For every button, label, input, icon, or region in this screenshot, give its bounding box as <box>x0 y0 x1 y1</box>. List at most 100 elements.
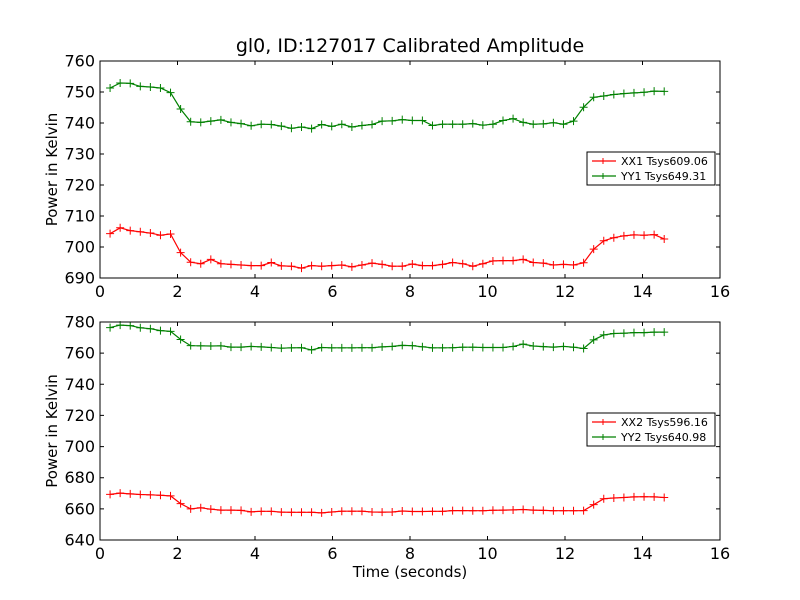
figure-title: gl0, ID:127017 Calibrated Amplitude <box>236 35 584 57</box>
bottom-series-yy2 <box>106 321 669 354</box>
data-point-marker <box>488 506 497 515</box>
data-point-marker <box>317 343 326 352</box>
x-tick-label: 6 <box>327 544 337 563</box>
x-tick-label: 8 <box>405 544 415 563</box>
x-tick-label: 0 <box>95 282 105 301</box>
data-point-marker <box>650 492 659 501</box>
data-point-marker <box>418 507 427 516</box>
data-point-marker <box>418 261 427 270</box>
data-point-marker <box>640 88 649 97</box>
data-point-marker <box>156 326 165 335</box>
data-point-marker <box>519 255 528 264</box>
y-tick-label: 680 <box>64 468 95 487</box>
data-point-marker <box>428 507 437 516</box>
data-point-marker <box>277 261 286 270</box>
data-point-marker <box>499 343 507 352</box>
data-point-marker <box>488 256 497 265</box>
data-point-marker <box>126 79 135 88</box>
x-tick-label: 0 <box>95 544 105 563</box>
data-point-marker <box>196 503 205 512</box>
data-point-marker <box>468 506 477 515</box>
data-point-marker <box>629 230 638 239</box>
data-point-marker <box>569 260 578 269</box>
data-point-marker <box>327 507 336 516</box>
data-point-marker <box>196 341 205 350</box>
data-point-marker <box>398 341 407 350</box>
data-point-marker <box>509 114 518 123</box>
data-point-marker <box>468 119 477 128</box>
data-point-marker <box>337 120 346 129</box>
legend-marker <box>600 434 606 440</box>
data-point-marker <box>186 341 195 350</box>
data-point-marker <box>317 508 326 517</box>
legend-marker <box>600 419 606 425</box>
data-point-marker <box>378 117 387 126</box>
data-point-marker <box>176 105 185 114</box>
data-point-marker <box>418 342 427 351</box>
data-point-marker <box>368 507 377 516</box>
bottom-subplot: Power in Kelvin 0 2 4 6 8 10 12 14 16 640 660 680 70… <box>43 313 730 564</box>
data-point-marker <box>196 259 205 268</box>
data-point-marker <box>267 343 276 352</box>
data-point-marker <box>599 330 608 339</box>
data-point-marker <box>106 83 115 92</box>
data-point-marker <box>257 120 266 129</box>
data-point-marker <box>559 342 568 351</box>
data-point-marker <box>106 323 115 332</box>
data-point-marker <box>378 342 387 351</box>
data-point-marker <box>368 259 377 268</box>
x-tick-label: 12 <box>555 282 575 301</box>
data-point-marker <box>478 121 487 130</box>
data-point-marker <box>136 490 145 499</box>
data-point-marker <box>146 324 155 333</box>
data-point-marker <box>146 229 155 238</box>
data-point-marker <box>247 261 256 270</box>
data-point-marker <box>629 88 638 97</box>
x-tick-label: 2 <box>172 282 182 301</box>
y-tick-label: 720 <box>64 406 95 425</box>
x-tick-label: 4 <box>250 544 260 563</box>
top-series-yy1 <box>106 79 669 133</box>
data-point-marker <box>337 260 346 269</box>
data-point-marker <box>609 233 618 242</box>
data-point-marker <box>307 261 316 270</box>
data-point-marker <box>650 87 659 96</box>
data-point-marker <box>529 258 538 267</box>
data-point-marker <box>660 328 669 337</box>
data-point-marker <box>559 120 568 129</box>
data-point-marker <box>529 120 538 129</box>
y-tick-label: 720 <box>64 176 95 195</box>
data-point-marker <box>589 245 598 254</box>
top-legend: XX1 Tsys609.06 YY1 Tsys649.31 <box>586 151 716 186</box>
data-point-marker <box>549 343 558 352</box>
data-point-marker <box>116 223 125 232</box>
data-point-marker <box>499 116 507 125</box>
data-point-marker <box>206 255 215 264</box>
data-point-marker <box>216 341 225 350</box>
data-point-marker <box>549 260 558 269</box>
x-tick-label: 16 <box>710 544 730 563</box>
y-tick-label: 760 <box>64 52 95 71</box>
data-point-marker <box>448 506 457 515</box>
data-point-marker <box>126 489 135 498</box>
data-point-marker <box>438 260 447 269</box>
data-point-marker <box>347 123 356 132</box>
data-point-marker <box>166 229 175 238</box>
data-point-marker <box>206 505 215 514</box>
data-point-marker <box>347 343 356 352</box>
data-point-marker <box>539 259 548 268</box>
data-point-marker <box>126 321 135 330</box>
y-tick-label: 740 <box>64 375 95 394</box>
data-point-marker <box>458 343 467 352</box>
data-point-marker <box>640 231 649 240</box>
data-point-marker <box>136 82 145 91</box>
x-axis-label: Time (seconds) <box>352 563 468 581</box>
data-point-marker <box>277 508 286 517</box>
data-point-marker <box>488 120 497 129</box>
y-tick-label: 690 <box>64 269 95 288</box>
data-point-marker <box>357 260 366 269</box>
data-point-marker <box>619 89 628 98</box>
data-point-marker <box>619 231 628 240</box>
data-point-marker <box>428 343 437 352</box>
